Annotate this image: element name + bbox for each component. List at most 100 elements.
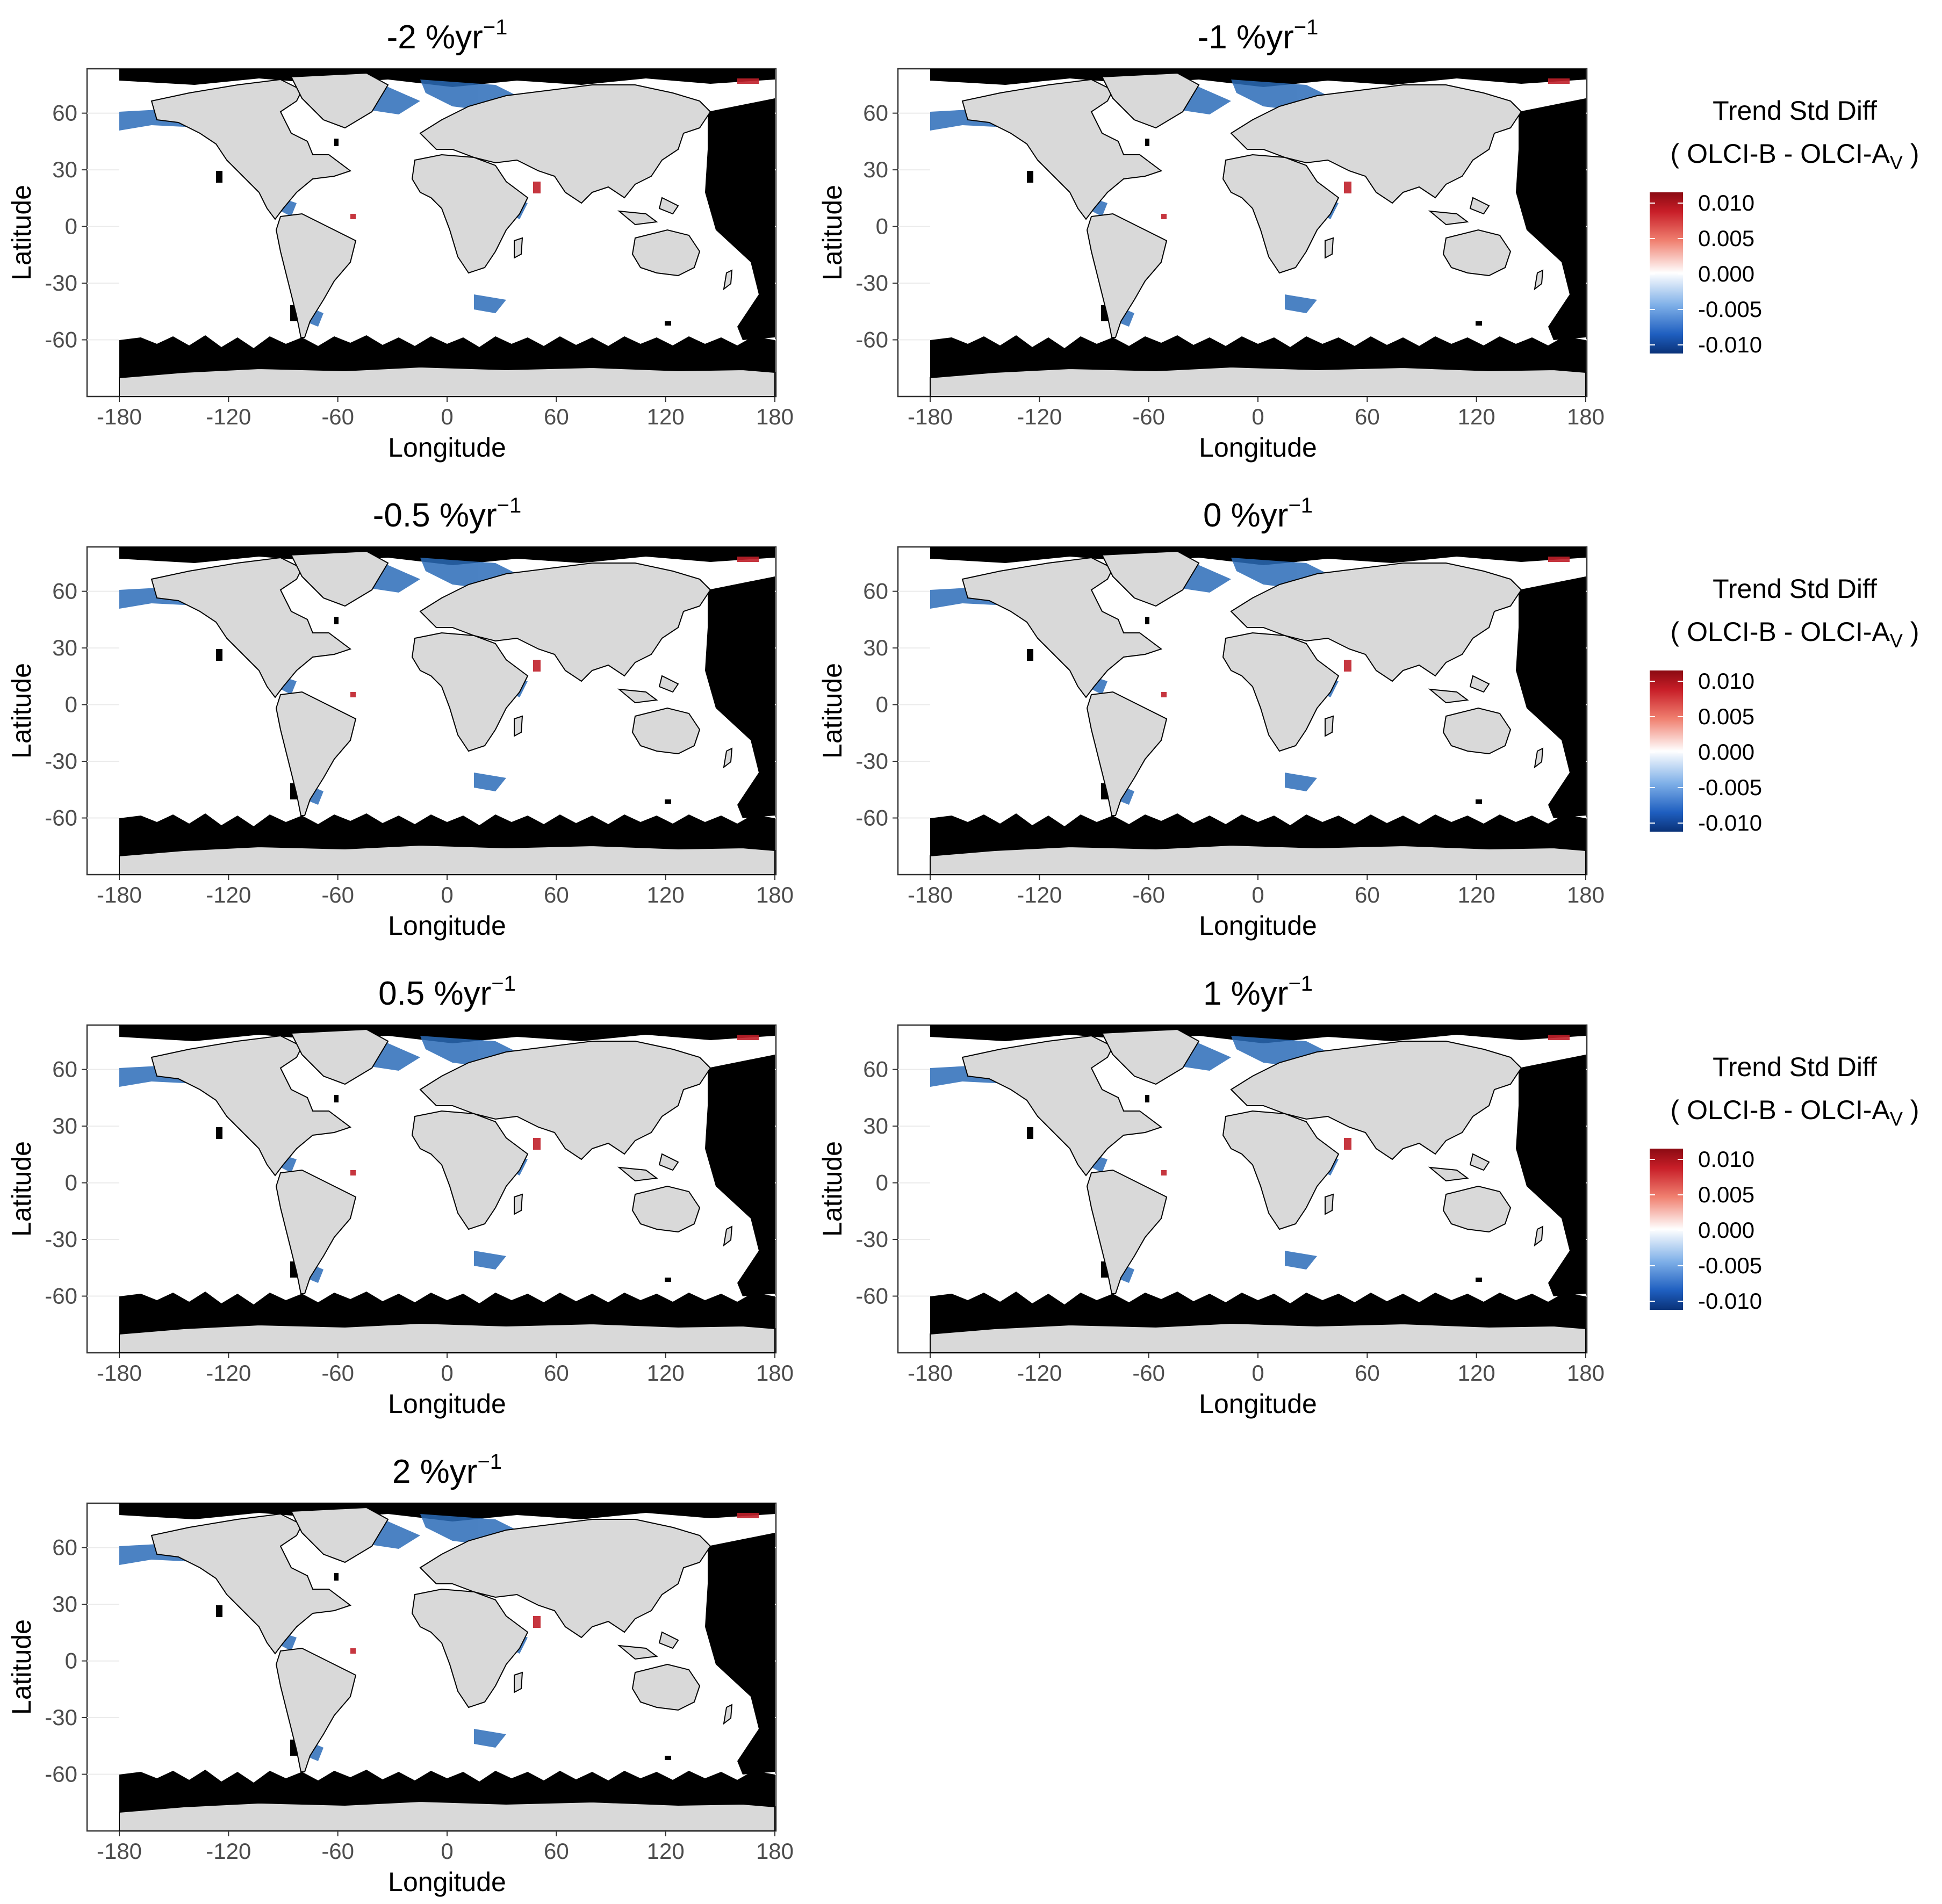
y-tick-label: 0 — [65, 214, 77, 239]
panel-title-main: 2 %yr — [392, 1453, 477, 1490]
world-map — [119, 1025, 775, 1353]
x-axis-title: Longitude — [1199, 911, 1317, 941]
panel-title: 2 %yr−1 — [392, 1450, 502, 1490]
x-tick-label: 60 — [1355, 1360, 1380, 1386]
x-tick-label: -180 — [97, 404, 142, 429]
x-tick-label: 120 — [647, 1838, 685, 1864]
x-tick-label: 180 — [756, 882, 794, 907]
y-tick-label: -30 — [855, 748, 888, 774]
color-legend: Trend Std Diff ( OLCI-B - OLCI-AV ) 0.010 0… — [1650, 96, 1919, 357]
legend-label: -0.005 — [1698, 297, 1762, 322]
panel-title-main: 0.5 %yr — [378, 975, 491, 1012]
panel-title-main: 1 %yr — [1203, 975, 1288, 1012]
x-tick-label: 120 — [647, 404, 685, 429]
panel-title-superscript: −1 — [477, 1450, 502, 1474]
world-map — [119, 1503, 775, 1831]
legend-label: -0.010 — [1698, 1288, 1762, 1314]
y-axis-title: Latitude — [817, 185, 847, 280]
panel-title-main: 0 %yr — [1203, 497, 1288, 534]
x-axis-title: Longitude — [388, 1867, 506, 1897]
y-tick-label: -30 — [45, 1227, 77, 1252]
x-tick-label: -120 — [206, 404, 251, 429]
legend-title: Trend Std Diff — [1713, 1052, 1877, 1082]
map-panel: -180 -120 -60 0 60 120 180 60 30 0 -30 -60 Longitude… — [6, 16, 794, 463]
x-tick-label: 180 — [756, 1360, 794, 1386]
x-tick-label: -180 — [908, 404, 953, 429]
y-tick-label: -30 — [45, 270, 77, 295]
x-axis-title: Longitude — [1199, 1389, 1317, 1419]
y-tick-label: 30 — [863, 157, 888, 182]
legend-subtitle-main: ( OLCI-B - OLCI-A — [1671, 1095, 1890, 1125]
y-axis-title: Latitude — [6, 185, 37, 280]
legend-subtitle-main: ( OLCI-B - OLCI-A — [1671, 617, 1890, 647]
map-panel: -180 -120 -60 0 60 120 180 60 30 0 -30 -60 Longitude… — [817, 972, 1605, 1419]
legend-label: 0.005 — [1698, 226, 1754, 251]
y-tick-label: 60 — [52, 100, 77, 126]
y-tick-label: 0 — [65, 692, 77, 717]
legend-subtitle-main: ( OLCI-B - OLCI-A — [1671, 139, 1890, 169]
x-tick-label: -180 — [908, 882, 953, 907]
y-tick-label: 60 — [863, 1057, 888, 1082]
legend-label: 0.010 — [1698, 668, 1754, 694]
legend-colorbar — [1650, 1149, 1683, 1310]
x-tick-label: 60 — [1355, 404, 1380, 429]
x-axis-title: Longitude — [1199, 432, 1317, 463]
panel-title-superscript: −1 — [497, 494, 522, 517]
y-axis-title: Latitude — [6, 663, 37, 759]
x-tick-label: -60 — [1132, 1360, 1165, 1386]
x-tick-label: 0 — [1251, 404, 1264, 429]
legend-subtitle-end: ) — [1903, 139, 1919, 169]
x-tick-label: -60 — [321, 404, 354, 429]
map-panel: -180 -120 -60 0 60 120 180 60 30 0 -30 -60 Longitude… — [817, 16, 1605, 463]
x-tick-label: 0 — [441, 1360, 453, 1386]
y-tick-label: -60 — [45, 1762, 77, 1787]
map-panel: -180 -120 -60 0 60 120 180 60 30 0 -30 -60 Longitude… — [6, 1450, 794, 1897]
x-tick-label: -60 — [321, 1360, 354, 1386]
legend-subtitle-subscript: V — [1890, 152, 1903, 174]
legend-subtitle-subscript: V — [1890, 1108, 1903, 1130]
y-axis-title: Latitude — [6, 1141, 37, 1237]
y-tick-label: 30 — [52, 1591, 77, 1617]
legend-subtitle-end: ) — [1903, 1095, 1919, 1125]
y-tick-label: -60 — [855, 327, 888, 352]
x-tick-label: -60 — [1132, 404, 1165, 429]
x-tick-label: -180 — [97, 882, 142, 907]
x-tick-label: 180 — [1567, 1360, 1605, 1386]
map-panel: -180 -120 -60 0 60 120 180 60 30 0 -30 -60 Longitude… — [817, 494, 1605, 941]
y-tick-label: 60 — [863, 579, 888, 604]
x-tick-label: 120 — [1458, 882, 1495, 907]
y-tick-label: 60 — [52, 1535, 77, 1560]
y-axis-title: Latitude — [6, 1619, 37, 1715]
x-tick-label: 60 — [544, 1838, 569, 1864]
legend-subtitle-end: ) — [1903, 617, 1919, 647]
y-tick-label: 60 — [863, 100, 888, 126]
x-tick-label: -60 — [321, 882, 354, 907]
x-tick-label: -120 — [206, 882, 251, 907]
x-tick-label: 180 — [1567, 404, 1605, 429]
legend-label: 0.010 — [1698, 1146, 1754, 1172]
x-tick-label: -120 — [1017, 882, 1062, 907]
legend-colorbar — [1650, 670, 1683, 832]
x-tick-label: 0 — [441, 882, 453, 907]
y-tick-label: 0 — [876, 214, 888, 239]
world-map — [930, 1025, 1586, 1353]
x-tick-label: -180 — [97, 1360, 142, 1386]
y-tick-label: -30 — [855, 1227, 888, 1252]
panel-title-superscript: −1 — [1294, 16, 1319, 39]
x-tick-label: -120 — [1017, 404, 1062, 429]
world-map — [119, 546, 775, 875]
panel-title-superscript: −1 — [1288, 494, 1313, 517]
x-tick-label: -180 — [908, 1360, 953, 1386]
panel-title: -1 %yr−1 — [1198, 16, 1319, 56]
panel-title: -2 %yr−1 — [387, 16, 508, 56]
panels: -180 -120 -60 0 60 120 180 60 30 0 -30 -60 Longitude… — [6, 16, 1605, 1897]
y-tick-label: 30 — [863, 1113, 888, 1138]
y-tick-label: 60 — [52, 579, 77, 604]
y-axis-title: Latitude — [817, 663, 847, 759]
y-tick-label: -60 — [855, 1283, 888, 1309]
x-tick-label: -120 — [206, 1838, 251, 1864]
legends: Trend Std Diff( OLCI-B - OLCI-AV )0.0100… — [1650, 96, 1919, 1314]
y-tick-label: -30 — [45, 1705, 77, 1730]
x-tick-label: 120 — [647, 1360, 685, 1386]
y-tick-label: 30 — [52, 1113, 77, 1138]
